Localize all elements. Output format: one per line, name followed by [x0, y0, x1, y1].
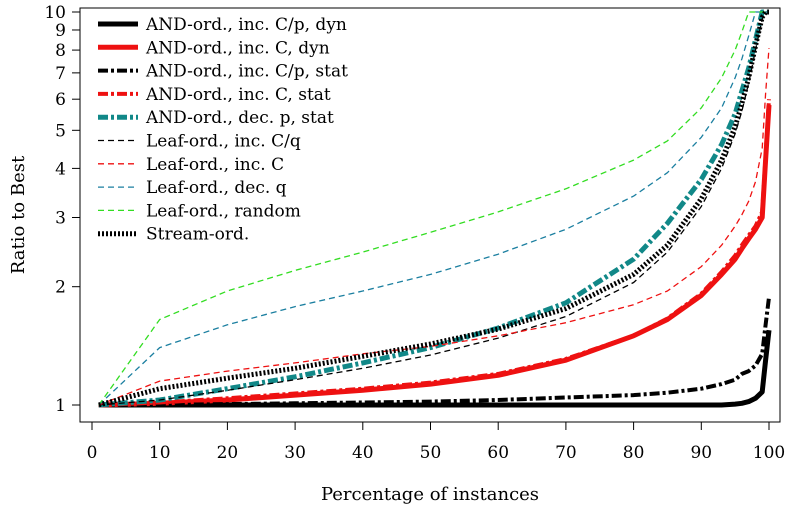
- x-tick-label: 60: [487, 443, 509, 463]
- y-axis-title: Ratio to Best: [8, 155, 29, 274]
- legend-label: Leaf-ord., dec. q: [146, 178, 287, 198]
- x-tick-label: 80: [623, 443, 645, 463]
- x-tick-label: 90: [690, 443, 712, 463]
- x-tick-label: 50: [420, 443, 442, 463]
- x-tick-label: 70: [555, 443, 577, 463]
- legend-label: AND-ord., inc. C, stat: [145, 85, 331, 105]
- legend-label: AND-ord., inc. C/p, dyn: [145, 15, 347, 35]
- legend-label: Leaf-ord., inc. C/q: [146, 132, 301, 152]
- legend: AND-ord., inc. C/p, dyn AND-ord., inc. C,…: [98, 15, 348, 245]
- y-tick-label: 10: [44, 3, 66, 23]
- x-axis-title: Percentage of instances: [321, 484, 539, 505]
- y-tick-label: 9: [55, 21, 66, 41]
- y-tick-label: 3: [55, 208, 66, 228]
- series-layer: [98, 9, 772, 408]
- x-tick-label: 20: [217, 443, 239, 463]
- legend-label: Leaf-ord., random: [146, 201, 301, 221]
- legend-label: Leaf-ord., inc. C: [146, 155, 284, 175]
- series-line-7: [98, 47, 770, 406]
- x-tick-label: 100: [753, 443, 785, 463]
- y-tick-label: 1: [55, 396, 66, 416]
- y-tick-label: 8: [55, 41, 66, 61]
- y-tick-label: 6: [55, 90, 66, 110]
- y-tick-label: 7: [55, 64, 66, 84]
- x-tick-label: 40: [352, 443, 374, 463]
- legend-label: AND-ord., inc. C, dyn: [145, 38, 330, 58]
- y-tick-label: 5: [55, 121, 66, 141]
- legend-label: AND-ord., inc. C/p, stat: [145, 62, 348, 82]
- series-line-6: [98, 11, 769, 406]
- y-tick-label: 4: [55, 159, 66, 179]
- y-tick-label: 2: [55, 278, 66, 298]
- series-line-3: [98, 297, 771, 407]
- series-line-5: [98, 9, 769, 408]
- series-line-8: [98, 11, 769, 406]
- x-tick-label: 0: [87, 443, 98, 463]
- x-tick-label: 30: [284, 443, 306, 463]
- series-line-9: [98, 11, 769, 406]
- legend-label: AND-ord., dec. p, stat: [145, 108, 334, 128]
- x-axis: 0 10 20 30 40 50 60 70 80 90 100: [87, 422, 785, 463]
- x-tick-label: 10: [149, 443, 171, 463]
- series-line-4: [98, 99, 771, 407]
- legend-label: Stream-ord.: [146, 225, 249, 245]
